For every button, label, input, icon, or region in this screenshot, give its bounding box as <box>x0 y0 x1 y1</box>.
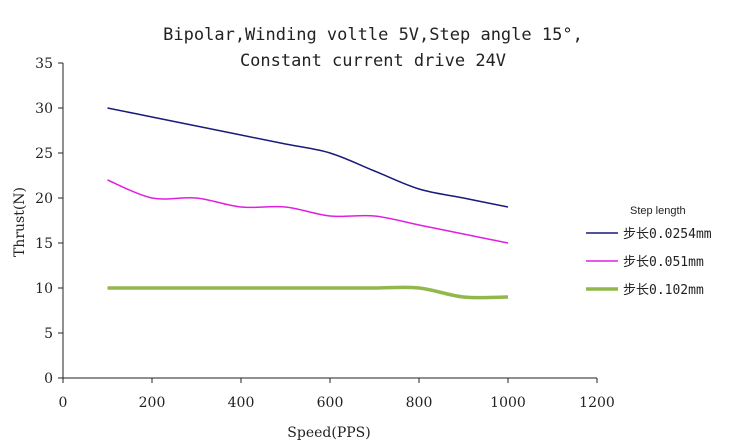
y-tick-label: 0 <box>44 371 53 387</box>
series-layer <box>107 107 509 300</box>
y-tick-label: 10 <box>35 281 53 297</box>
legend-entry-2: 步长0.051mm <box>623 255 704 270</box>
x-tick-label: 600 <box>317 395 344 411</box>
x-tick-label: 200 <box>139 395 166 411</box>
axes: 0 5 10 15 20 25 30 35 0 200 400 600 800 1000 1200 <box>35 56 615 411</box>
chart-title-line2: Constant current drive 24V <box>240 51 506 71</box>
legend-title: Step length <box>630 205 686 217</box>
x-tick-label: 1200 <box>579 395 615 411</box>
y-tick-label: 20 <box>35 191 53 207</box>
legend: Step length 步长0.0254mm 步长0.051mm 步长0.102mm <box>586 205 712 298</box>
y-tick-label: 5 <box>44 326 53 342</box>
legend-entry-1: 步长0.0254mm <box>623 227 712 242</box>
y-tick-label: 35 <box>35 56 53 72</box>
x-tick-label: 0 <box>59 395 68 411</box>
x-tick-label: 400 <box>228 395 255 411</box>
x-tick-label: 800 <box>406 395 433 411</box>
y-axis-label: Thrust(N) <box>12 187 28 257</box>
y-tick-label: 15 <box>35 236 53 252</box>
series-line-3 <box>107 285 509 300</box>
series-line-1 <box>107 107 509 208</box>
series-line-2 <box>107 179 509 244</box>
y-tick-label: 25 <box>35 146 53 162</box>
x-tick-label: 1000 <box>490 395 526 411</box>
legend-entry-3: 步长0.102mm <box>623 283 704 298</box>
x-axis-label: Speed(PPS) <box>287 425 370 441</box>
y-tick-label: 30 <box>35 101 53 117</box>
chart-title-line1: Bipolar,Winding voltle 5V,Step angle 15°… <box>163 25 583 45</box>
